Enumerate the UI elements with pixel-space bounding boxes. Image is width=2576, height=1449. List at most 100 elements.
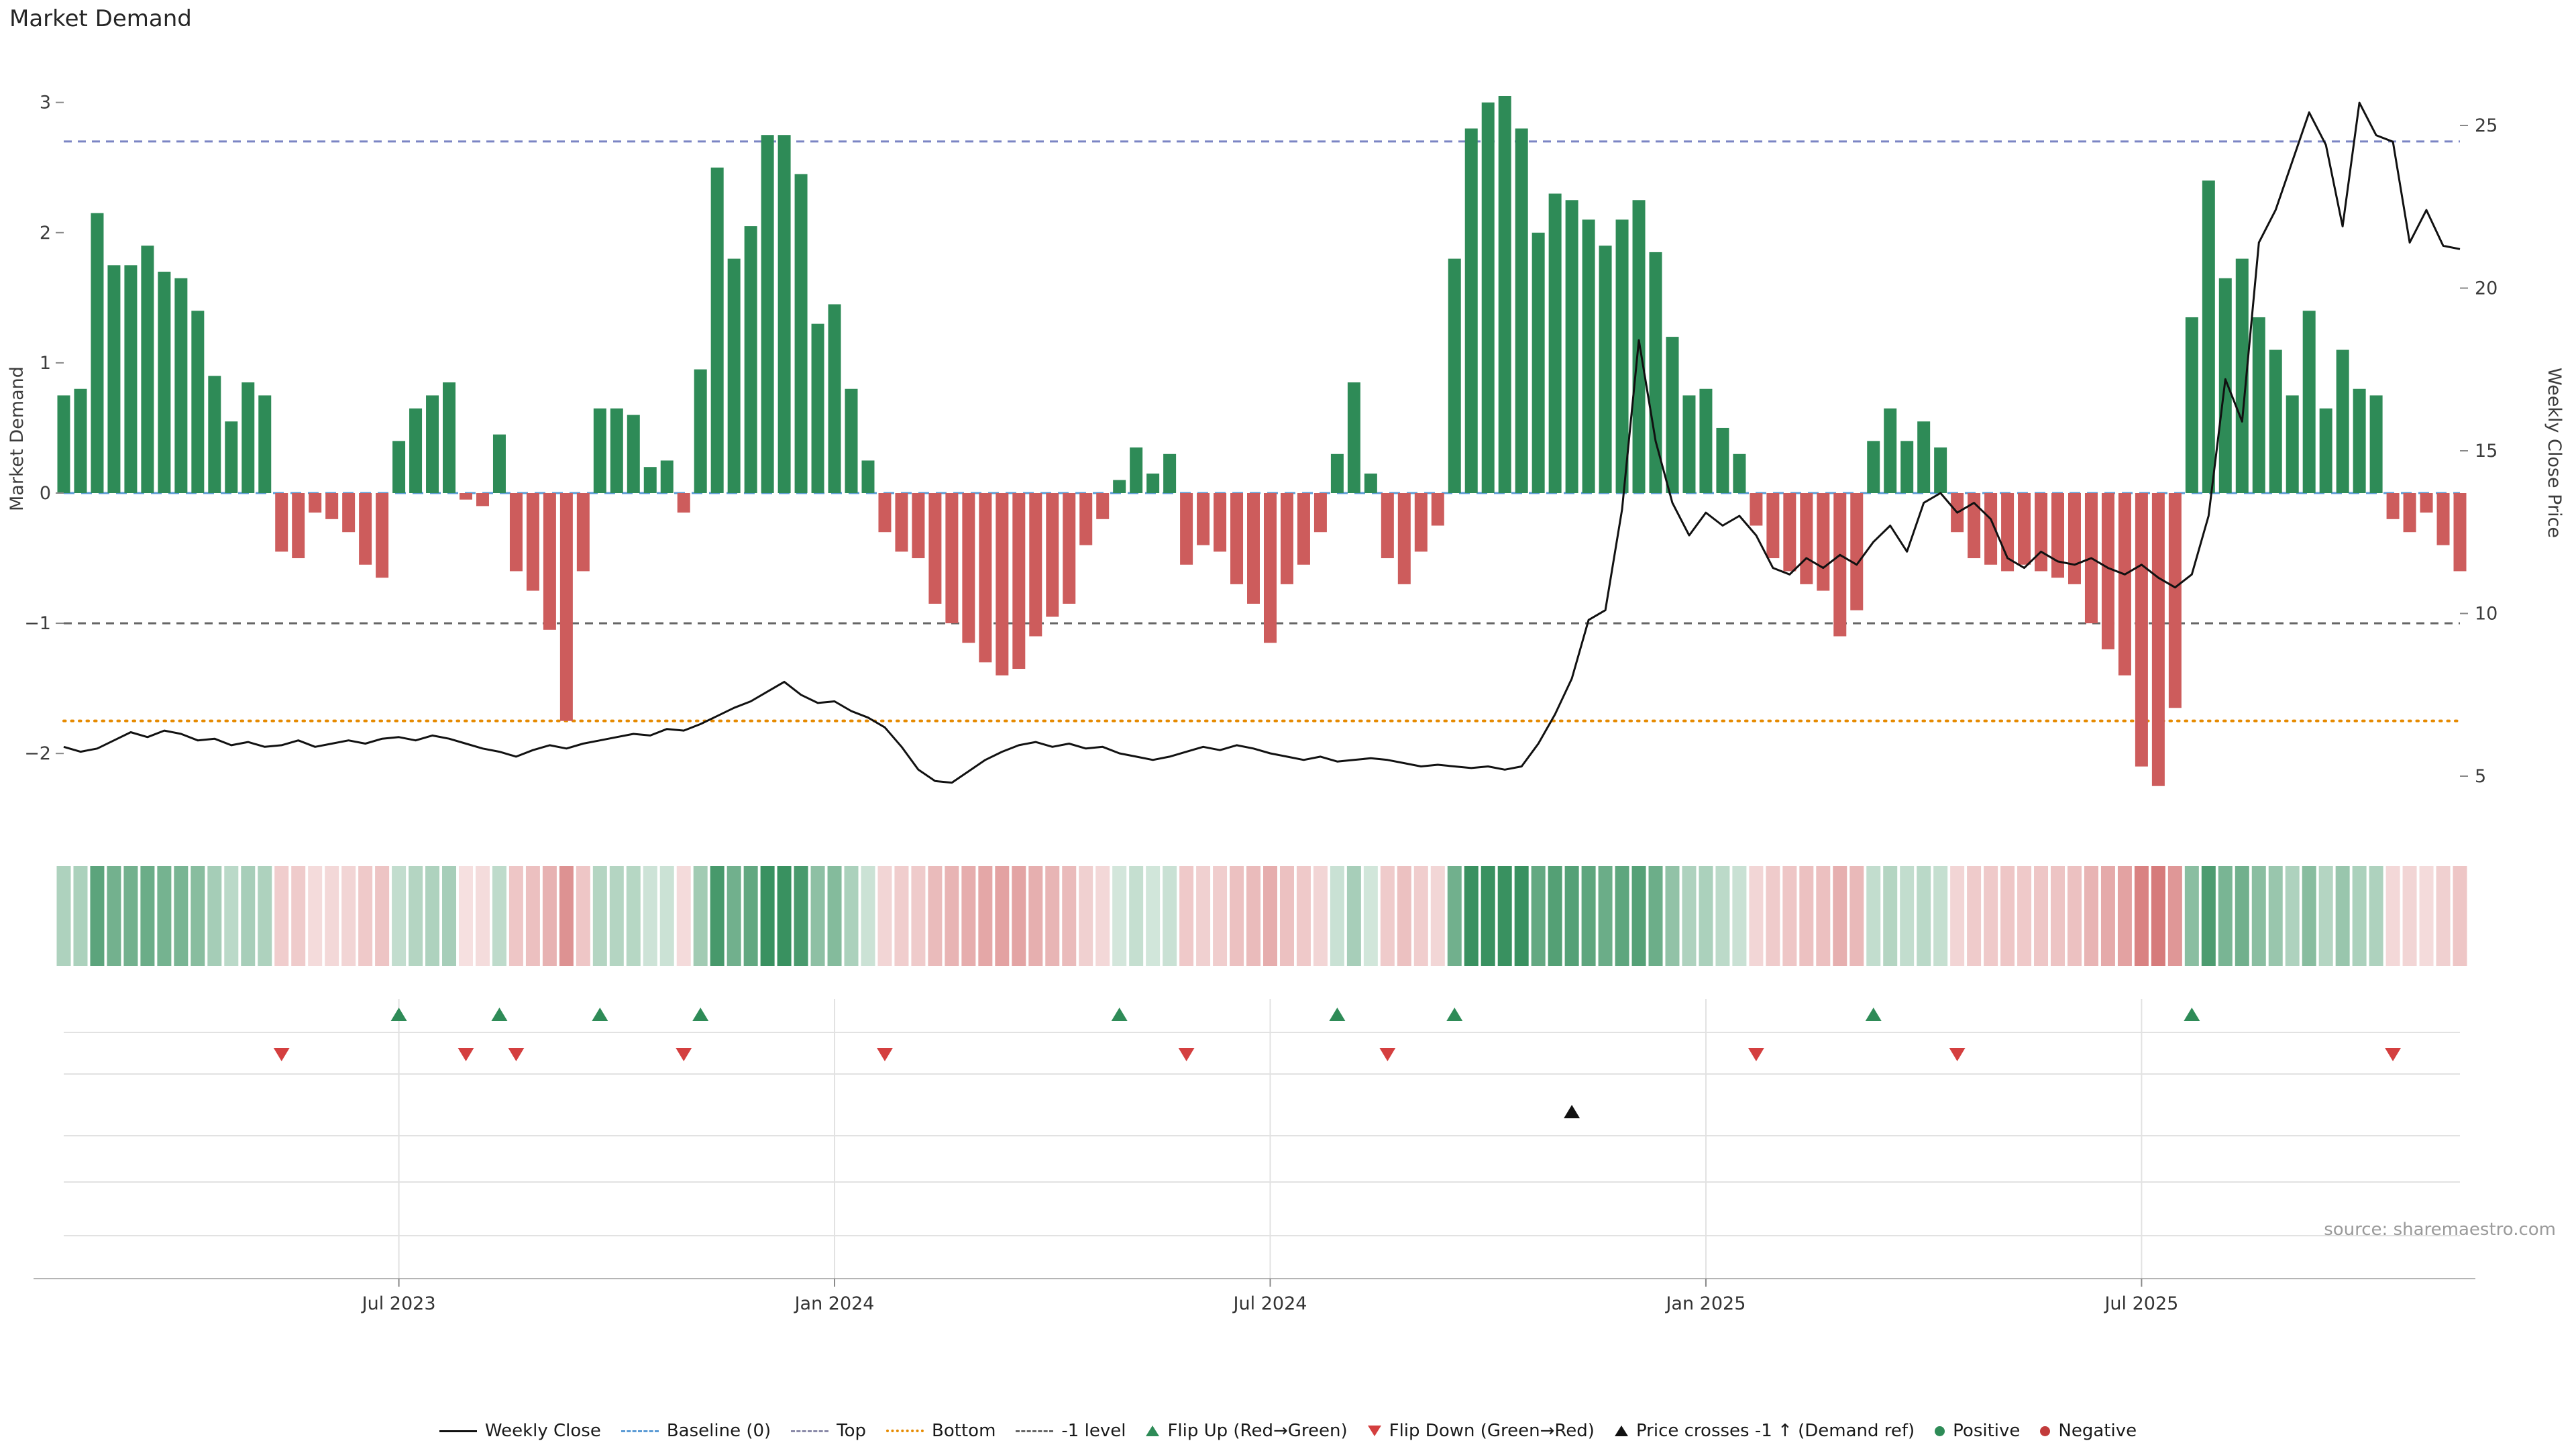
- demand-bar-negative: [1984, 493, 1998, 565]
- legend-item: Negative: [2040, 1421, 2137, 1441]
- demand-bar-positive: [124, 265, 138, 493]
- demand-bar-negative: [2168, 493, 2182, 708]
- legend-label: Negative: [2058, 1421, 2137, 1441]
- heatmap-cell: [693, 866, 708, 966]
- demand-bar-positive: [1615, 219, 1629, 493]
- heatmap-cell: [90, 866, 105, 966]
- demand-bar-positive: [761, 135, 774, 494]
- heatmap-cell: [1682, 866, 1697, 966]
- heatmap-cell: [760, 866, 775, 966]
- demand-bar-negative: [1247, 493, 1260, 604]
- demand-bar-positive: [174, 278, 188, 493]
- heatmap-cell: [56, 866, 71, 966]
- heatmap-cell: [1984, 866, 1998, 966]
- flip-down-marker-icon: [876, 1048, 893, 1061]
- heatmap-cell: [542, 866, 557, 966]
- demand-bar-negative: [2151, 493, 2165, 786]
- demand-bar-positive: [158, 272, 171, 493]
- heatmap-cell: [2352, 866, 2367, 966]
- heatmap-cell: [861, 866, 875, 966]
- heatmap-cell: [1095, 866, 1110, 966]
- heatmap-cell: [2184, 866, 2199, 966]
- heatmap-cell: [1531, 866, 1546, 966]
- heatmap-cell: [894, 866, 909, 966]
- heatmap-cell: [877, 866, 892, 966]
- legend-label: Flip Down (Green→Red): [1389, 1421, 1595, 1441]
- legend-triangle-up-icon: [1146, 1426, 1160, 1436]
- heatmap-cell: [1028, 866, 1043, 966]
- demand-bar-positive: [627, 415, 640, 493]
- demand-bar-positive: [2252, 317, 2265, 493]
- heatmap-cell: [1062, 866, 1077, 966]
- flip-up-marker-icon: [1111, 1008, 1128, 1021]
- demand-bar-positive: [660, 460, 674, 493]
- demand-bar-positive: [1884, 408, 1897, 493]
- heatmap-cell: [2084, 866, 2098, 966]
- demand-bar-positive: [828, 304, 841, 493]
- heatmap-cell: [2436, 866, 2451, 966]
- demand-bar-negative: [576, 493, 590, 572]
- heatmap-cell: [743, 866, 758, 966]
- demand-bar-negative: [1063, 493, 1076, 604]
- demand-bar-positive: [1649, 252, 1662, 493]
- demand-bar-negative: [1750, 493, 1763, 526]
- demand-bar-positive: [1532, 232, 1545, 493]
- heatmap-cell: [291, 866, 306, 966]
- heatmap-cell: [609, 866, 624, 966]
- heatmap-cell: [1548, 866, 1562, 966]
- x-tick-label: Jul 2025: [2103, 1293, 2178, 1314]
- flip-up-marker-icon: [692, 1008, 709, 1021]
- chart-legend: Weekly Close Baseline (0) Top Bottom -1 leve…: [0, 1421, 2576, 1441]
- demand-bar-negative: [2068, 493, 2081, 584]
- heatmap-cell: [492, 866, 506, 966]
- demand-bar-negative: [1280, 493, 1293, 584]
- heatmap-cell: [810, 866, 825, 966]
- demand-bar-positive: [107, 265, 121, 493]
- legend-label: Flip Up (Red→Green): [1167, 1421, 1348, 1441]
- heatmap-cell: [1313, 866, 1328, 966]
- demand-bar-positive: [57, 395, 70, 493]
- heatmap-cell: [191, 866, 205, 966]
- demand-bar-negative: [376, 493, 389, 578]
- heatmap-cell: [140, 866, 155, 966]
- heatmap-cell: [1079, 866, 1093, 966]
- demand-bar-positive: [845, 388, 858, 493]
- demand-bar-negative: [2035, 493, 2048, 572]
- heatmap-cell: [1766, 866, 1780, 966]
- demand-bar-positive: [426, 395, 439, 493]
- heatmap-cell: [274, 866, 289, 966]
- heatmap-cell: [1163, 866, 1177, 966]
- heatmap-cell: [961, 866, 976, 966]
- y-tick-label-right: 5: [2475, 766, 2486, 787]
- demand-bar-positive: [1498, 95, 1511, 493]
- heatmap-cell: [1380, 866, 1395, 966]
- legend-label: -1 level: [1061, 1421, 1126, 1441]
- heatmap-cell: [592, 866, 607, 966]
- demand-bar-positive: [744, 226, 757, 493]
- demand-bar-positive: [443, 382, 456, 493]
- demand-bar-positive: [1464, 128, 1478, 493]
- y-tick-label-right: 10: [2475, 604, 2498, 625]
- y-tick-label-left: 2: [40, 223, 51, 244]
- heatmap-cell: [928, 866, 943, 966]
- demand-bar-positive: [2369, 395, 2383, 493]
- demand-bar-positive: [861, 460, 875, 493]
- heatmap-cell: [2419, 866, 2434, 966]
- legend-triangle-down-icon: [1367, 1426, 1381, 1436]
- demand-bar-negative: [895, 493, 908, 552]
- heatmap-cell: [911, 866, 926, 966]
- y-tick-label-left: 0: [40, 483, 51, 504]
- heatmap-cell: [777, 866, 792, 966]
- demand-bar-positive: [241, 382, 255, 493]
- heatmap-cell: [2218, 866, 2233, 966]
- demand-bar-negative: [292, 493, 305, 559]
- heatmap-cell: [1950, 866, 1965, 966]
- demand-bar-positive: [811, 323, 824, 493]
- demand-bar-positive: [1917, 421, 1931, 493]
- y-tick-label-left: −2: [24, 743, 51, 764]
- heatmap-cell: [2067, 866, 2082, 966]
- demand-bar-positive: [1867, 441, 1880, 493]
- demand-bar-positive: [1330, 453, 1344, 493]
- x-tick-label: Jul 2024: [1232, 1293, 1307, 1314]
